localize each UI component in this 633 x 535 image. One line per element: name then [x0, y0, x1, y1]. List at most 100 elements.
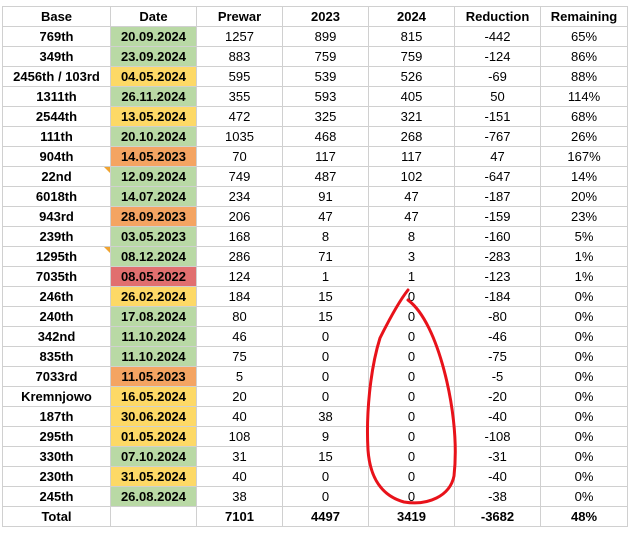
- date-cell[interactable]: 26.11.2024: [110, 86, 197, 107]
- date-cell[interactable]: 20.10.2024: [110, 126, 197, 147]
- base-cell[interactable]: 349th: [2, 46, 111, 67]
- base-cell[interactable]: 239th: [2, 226, 111, 247]
- remaining-cell[interactable]: 5%: [540, 226, 628, 247]
- y2024-cell[interactable]: 268: [368, 126, 455, 147]
- y2023-cell[interactable]: 899: [282, 26, 369, 47]
- y2023-cell[interactable]: 91: [282, 186, 369, 207]
- reduction-cell[interactable]: -124: [454, 46, 541, 67]
- y2023-cell[interactable]: 0: [282, 466, 369, 487]
- y2023-cell[interactable]: 468: [282, 126, 369, 147]
- prewar-cell[interactable]: 70: [196, 146, 283, 167]
- remaining-cell[interactable]: 0%: [540, 466, 628, 487]
- y2023-cell[interactable]: 539: [282, 66, 369, 87]
- prewar-cell[interactable]: 234: [196, 186, 283, 207]
- remaining-cell[interactable]: 0%: [540, 306, 628, 327]
- prewar-cell[interactable]: 184: [196, 286, 283, 307]
- reduction-cell[interactable]: -20: [454, 386, 541, 407]
- y2024-cell[interactable]: 759: [368, 46, 455, 67]
- base-cell[interactable]: 330th: [2, 446, 111, 467]
- y2023-cell[interactable]: 0: [282, 346, 369, 367]
- reduction-cell[interactable]: -38: [454, 486, 541, 507]
- base-cell[interactable]: Kremnjowo: [2, 386, 111, 407]
- y2023-cell[interactable]: 487: [282, 166, 369, 187]
- base-cell[interactable]: 22nd: [2, 166, 111, 187]
- y2023-cell[interactable]: 1: [282, 266, 369, 287]
- date-cell[interactable]: 16.05.2024: [110, 386, 197, 407]
- reduction-cell[interactable]: -5: [454, 366, 541, 387]
- reduction-cell[interactable]: -151: [454, 106, 541, 127]
- remaining-cell[interactable]: 1%: [540, 266, 628, 287]
- base-cell[interactable]: 904th: [2, 146, 111, 167]
- base-cell[interactable]: 2456th / 103rd: [2, 66, 111, 87]
- header-base[interactable]: Base: [2, 6, 111, 27]
- reduction-cell[interactable]: -31: [454, 446, 541, 467]
- base-cell[interactable]: 187th: [2, 406, 111, 427]
- remaining-cell[interactable]: 0%: [540, 326, 628, 347]
- header-reduction[interactable]: Reduction: [454, 6, 541, 27]
- remaining-cell[interactable]: 68%: [540, 106, 628, 127]
- prewar-cell[interactable]: 40: [196, 406, 283, 427]
- remaining-cell[interactable]: 86%: [540, 46, 628, 67]
- prewar-cell[interactable]: 80: [196, 306, 283, 327]
- remaining-cell[interactable]: 0%: [540, 446, 628, 467]
- total-2024[interactable]: 3419: [368, 506, 455, 527]
- base-cell[interactable]: 230th: [2, 466, 111, 487]
- date-cell[interactable]: 04.05.2024: [110, 66, 197, 87]
- total-reduction[interactable]: -3682: [454, 506, 541, 527]
- remaining-cell[interactable]: 23%: [540, 206, 628, 227]
- reduction-cell[interactable]: -442: [454, 26, 541, 47]
- date-cell[interactable]: 14.05.2023: [110, 146, 197, 167]
- prewar-cell[interactable]: 472: [196, 106, 283, 127]
- header-remaining[interactable]: Remaining: [540, 6, 628, 27]
- y2023-cell[interactable]: 47: [282, 206, 369, 227]
- date-cell[interactable]: 08.12.2024: [110, 246, 197, 267]
- base-cell[interactable]: 1311th: [2, 86, 111, 107]
- header-date[interactable]: Date: [110, 6, 197, 27]
- prewar-cell[interactable]: 124: [196, 266, 283, 287]
- y2024-cell[interactable]: 321: [368, 106, 455, 127]
- base-cell[interactable]: 6018th: [2, 186, 111, 207]
- base-cell[interactable]: 295th: [2, 426, 111, 447]
- y2024-cell[interactable]: 1: [368, 266, 455, 287]
- remaining-cell[interactable]: 1%: [540, 246, 628, 267]
- prewar-cell[interactable]: 31: [196, 446, 283, 467]
- date-cell[interactable]: 30.06.2024: [110, 406, 197, 427]
- y2023-cell[interactable]: 325: [282, 106, 369, 127]
- date-cell[interactable]: 11.05.2023: [110, 366, 197, 387]
- base-cell[interactable]: 240th: [2, 306, 111, 327]
- date-cell[interactable]: 11.10.2024: [110, 346, 197, 367]
- y2024-cell[interactable]: 0: [368, 306, 455, 327]
- y2023-cell[interactable]: 593: [282, 86, 369, 107]
- y2023-cell[interactable]: 0: [282, 486, 369, 507]
- y2024-cell[interactable]: 0: [368, 386, 455, 407]
- total-remaining[interactable]: 48%: [540, 506, 628, 527]
- y2024-cell[interactable]: 117: [368, 146, 455, 167]
- reduction-cell[interactable]: -283: [454, 246, 541, 267]
- base-cell[interactable]: 245th: [2, 486, 111, 507]
- y2024-cell[interactable]: 47: [368, 186, 455, 207]
- base-cell[interactable]: 2544th: [2, 106, 111, 127]
- prewar-cell[interactable]: 1035: [196, 126, 283, 147]
- base-cell[interactable]: 1295th: [2, 246, 111, 267]
- base-cell[interactable]: 835th: [2, 346, 111, 367]
- date-cell[interactable]: 26.08.2024: [110, 486, 197, 507]
- y2024-cell[interactable]: 0: [368, 426, 455, 447]
- date-cell[interactable]: 07.10.2024: [110, 446, 197, 467]
- date-cell[interactable]: 28.09.2023: [110, 206, 197, 227]
- y2024-cell[interactable]: 47: [368, 206, 455, 227]
- reduction-cell[interactable]: -184: [454, 286, 541, 307]
- date-cell[interactable]: 14.07.2024: [110, 186, 197, 207]
- prewar-cell[interactable]: 38: [196, 486, 283, 507]
- y2024-cell[interactable]: 8: [368, 226, 455, 247]
- date-cell[interactable]: 13.05.2024: [110, 106, 197, 127]
- date-cell[interactable]: 12.09.2024: [110, 166, 197, 187]
- date-cell[interactable]: 01.05.2024: [110, 426, 197, 447]
- reduction-cell[interactable]: -40: [454, 406, 541, 427]
- reduction-cell[interactable]: -160: [454, 226, 541, 247]
- remaining-cell[interactable]: 114%: [540, 86, 628, 107]
- remaining-cell[interactable]: 0%: [540, 366, 628, 387]
- reduction-cell[interactable]: 47: [454, 146, 541, 167]
- prewar-cell[interactable]: 108: [196, 426, 283, 447]
- prewar-cell[interactable]: 75: [196, 346, 283, 367]
- y2024-cell[interactable]: 0: [368, 466, 455, 487]
